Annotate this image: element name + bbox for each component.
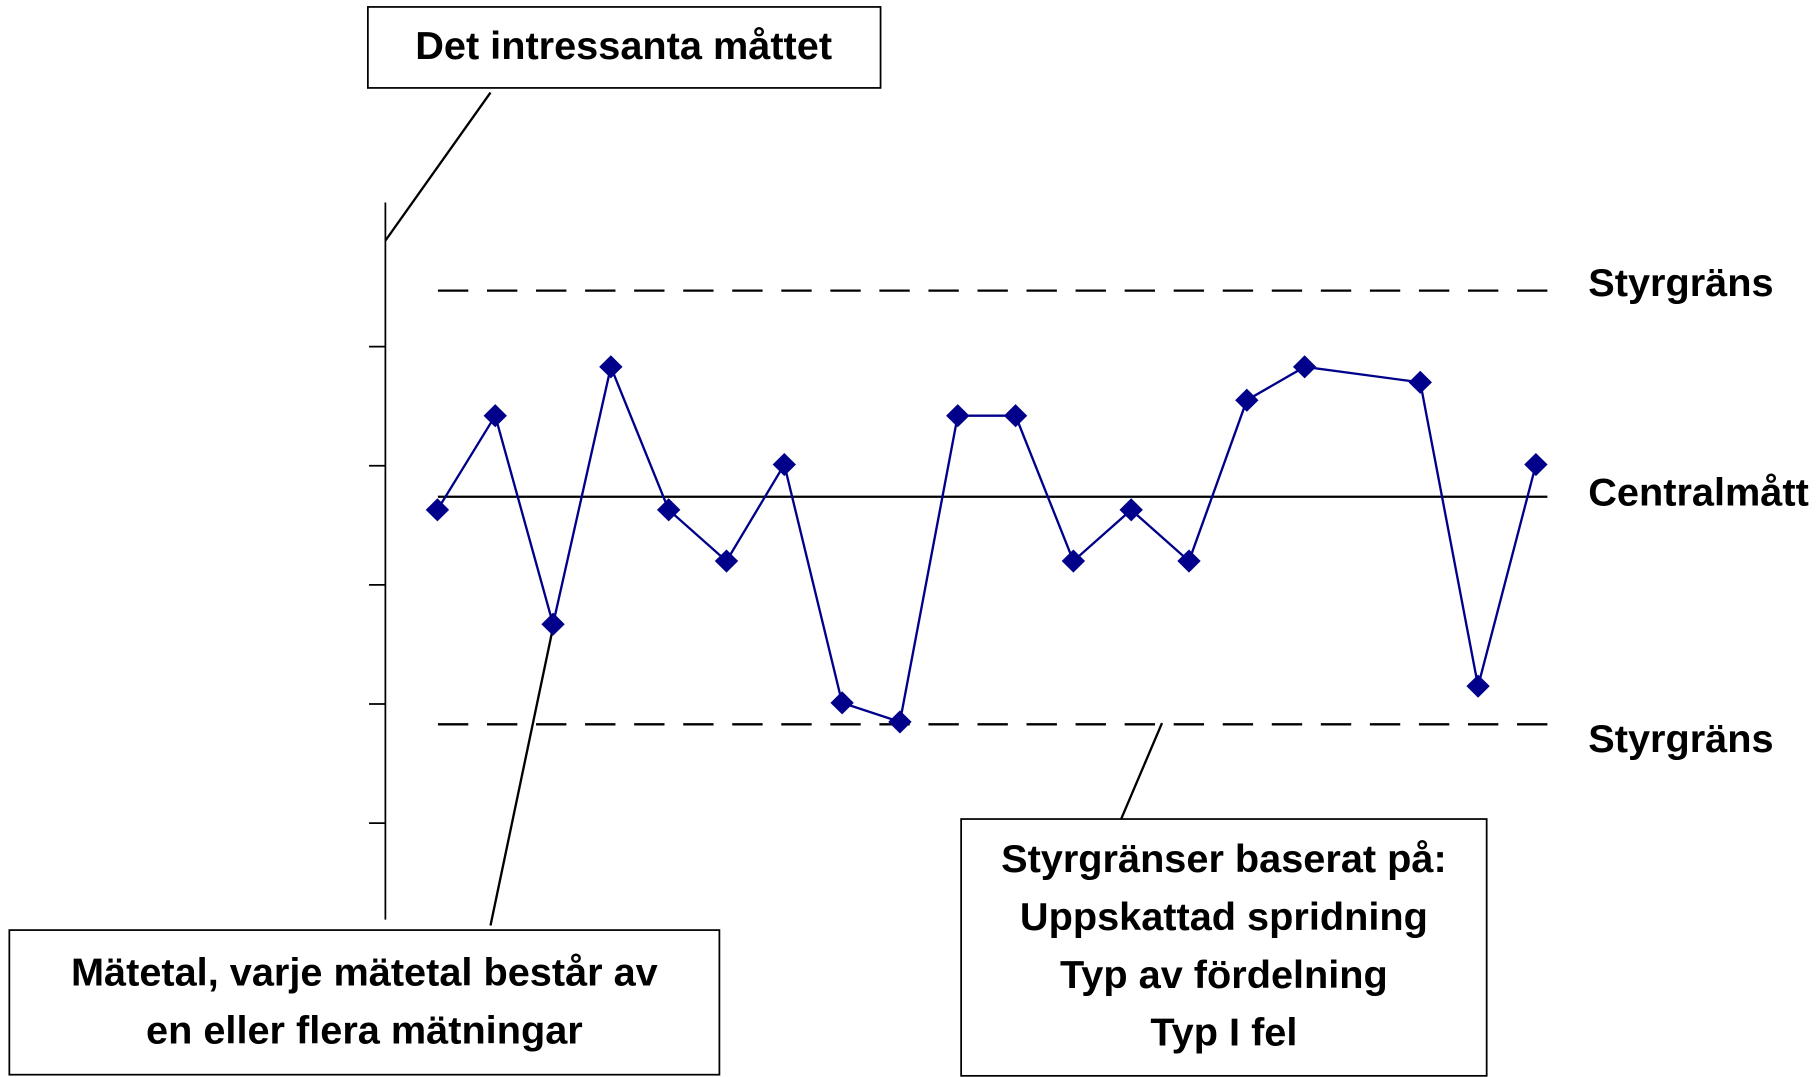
annotation-box (8, 929, 721, 1076)
reference-label: Styrgräns (1588, 261, 1773, 305)
marker (1061, 549, 1086, 573)
connector (489, 630, 554, 926)
series-line (436, 362, 1538, 724)
annotation-text: Det intressanta måttet (415, 24, 832, 68)
marker (1408, 370, 1432, 394)
annotation-text: Styrgränser baserat på: (1001, 837, 1447, 881)
marker (1466, 674, 1490, 698)
marker (830, 691, 854, 715)
marker (888, 710, 912, 734)
marker (599, 355, 623, 379)
reference-label: Centralmått (1588, 471, 1809, 515)
annotation-text: en eller flera mätningar (146, 1009, 583, 1053)
annotation-box (960, 818, 1488, 1077)
annotation-text: Mätetal, varje mätetal består av (71, 951, 658, 995)
annotation-text: Typ av fördelning (1060, 953, 1388, 997)
marker (1119, 498, 1143, 522)
connector (384, 91, 492, 242)
marker (541, 612, 565, 636)
marker (1177, 549, 1201, 573)
marker (425, 498, 450, 522)
marker (1235, 388, 1259, 412)
marker (1292, 355, 1317, 379)
annotation-box (366, 6, 882, 89)
marker (656, 498, 681, 522)
reference-label: Styrgräns (1588, 717, 1773, 761)
connector (1120, 722, 1164, 820)
marker (1524, 452, 1548, 477)
marker (483, 404, 507, 428)
annotation-text: Typ I fel (1150, 1011, 1297, 1055)
annotation-text: Uppskattad spridning (1020, 895, 1428, 939)
marker (772, 452, 796, 477)
marker (714, 549, 739, 573)
marker (946, 404, 970, 428)
marker (1003, 404, 1028, 428)
